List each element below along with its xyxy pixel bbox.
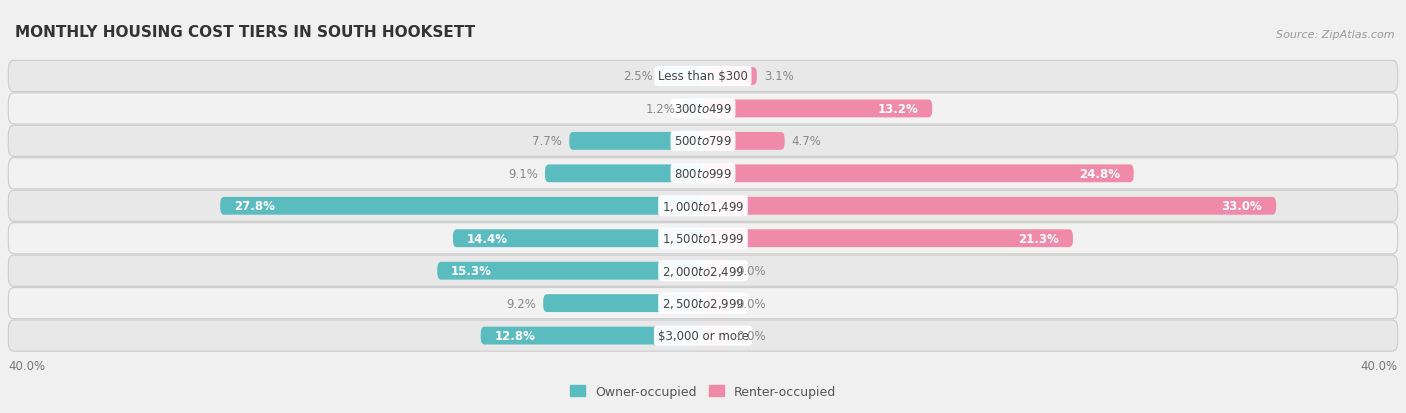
Text: 7.7%: 7.7% xyxy=(533,135,562,148)
FancyBboxPatch shape xyxy=(569,133,703,150)
Text: 3.1%: 3.1% xyxy=(763,70,793,83)
Text: 0.0%: 0.0% xyxy=(735,329,766,342)
FancyBboxPatch shape xyxy=(703,262,730,280)
FancyBboxPatch shape xyxy=(546,165,703,183)
FancyBboxPatch shape xyxy=(8,158,1398,190)
FancyBboxPatch shape xyxy=(703,327,730,345)
FancyBboxPatch shape xyxy=(703,133,785,150)
Text: $1,500 to $1,999: $1,500 to $1,999 xyxy=(662,232,744,246)
FancyBboxPatch shape xyxy=(8,288,1398,319)
FancyBboxPatch shape xyxy=(8,320,1398,351)
Text: 0.0%: 0.0% xyxy=(735,265,766,278)
FancyBboxPatch shape xyxy=(437,262,703,280)
Text: MONTHLY HOUSING COST TIERS IN SOUTH HOOKSETT: MONTHLY HOUSING COST TIERS IN SOUTH HOOK… xyxy=(15,25,475,40)
Text: 40.0%: 40.0% xyxy=(1361,359,1398,372)
Text: $1,000 to $1,499: $1,000 to $1,499 xyxy=(662,199,744,213)
FancyBboxPatch shape xyxy=(8,223,1398,254)
Text: 40.0%: 40.0% xyxy=(8,359,45,372)
FancyBboxPatch shape xyxy=(453,230,703,247)
Text: 2.5%: 2.5% xyxy=(623,70,652,83)
Text: $2,000 to $2,499: $2,000 to $2,499 xyxy=(662,264,744,278)
FancyBboxPatch shape xyxy=(8,256,1398,287)
Text: $2,500 to $2,999: $2,500 to $2,999 xyxy=(662,297,744,311)
Text: 14.4%: 14.4% xyxy=(467,232,508,245)
Text: $300 to $499: $300 to $499 xyxy=(673,103,733,116)
Text: $500 to $799: $500 to $799 xyxy=(673,135,733,148)
Text: 24.8%: 24.8% xyxy=(1078,167,1119,180)
FancyBboxPatch shape xyxy=(8,61,1398,93)
Text: $800 to $999: $800 to $999 xyxy=(673,167,733,180)
FancyBboxPatch shape xyxy=(481,327,703,345)
Text: 27.8%: 27.8% xyxy=(235,200,276,213)
Text: 9.2%: 9.2% xyxy=(506,297,536,310)
Text: 12.8%: 12.8% xyxy=(495,329,536,342)
FancyBboxPatch shape xyxy=(682,100,703,118)
FancyBboxPatch shape xyxy=(8,94,1398,125)
Text: 1.2%: 1.2% xyxy=(645,103,675,116)
FancyBboxPatch shape xyxy=(703,294,730,312)
Text: 0.0%: 0.0% xyxy=(735,297,766,310)
FancyBboxPatch shape xyxy=(543,294,703,312)
Text: 4.7%: 4.7% xyxy=(792,135,821,148)
FancyBboxPatch shape xyxy=(8,191,1398,222)
FancyBboxPatch shape xyxy=(659,68,703,85)
FancyBboxPatch shape xyxy=(703,100,932,118)
FancyBboxPatch shape xyxy=(703,230,1073,247)
FancyBboxPatch shape xyxy=(703,197,1277,215)
Text: 33.0%: 33.0% xyxy=(1222,200,1263,213)
FancyBboxPatch shape xyxy=(8,126,1398,157)
FancyBboxPatch shape xyxy=(703,68,756,85)
Text: $3,000 or more: $3,000 or more xyxy=(658,329,748,342)
Text: Source: ZipAtlas.com: Source: ZipAtlas.com xyxy=(1277,30,1395,40)
Legend: Owner-occupied, Renter-occupied: Owner-occupied, Renter-occupied xyxy=(565,380,841,403)
FancyBboxPatch shape xyxy=(221,197,703,215)
Text: 21.3%: 21.3% xyxy=(1018,232,1059,245)
FancyBboxPatch shape xyxy=(703,165,1133,183)
Text: 15.3%: 15.3% xyxy=(451,265,492,278)
Text: 9.1%: 9.1% xyxy=(508,167,538,180)
Text: 13.2%: 13.2% xyxy=(877,103,918,116)
Text: Less than $300: Less than $300 xyxy=(658,70,748,83)
